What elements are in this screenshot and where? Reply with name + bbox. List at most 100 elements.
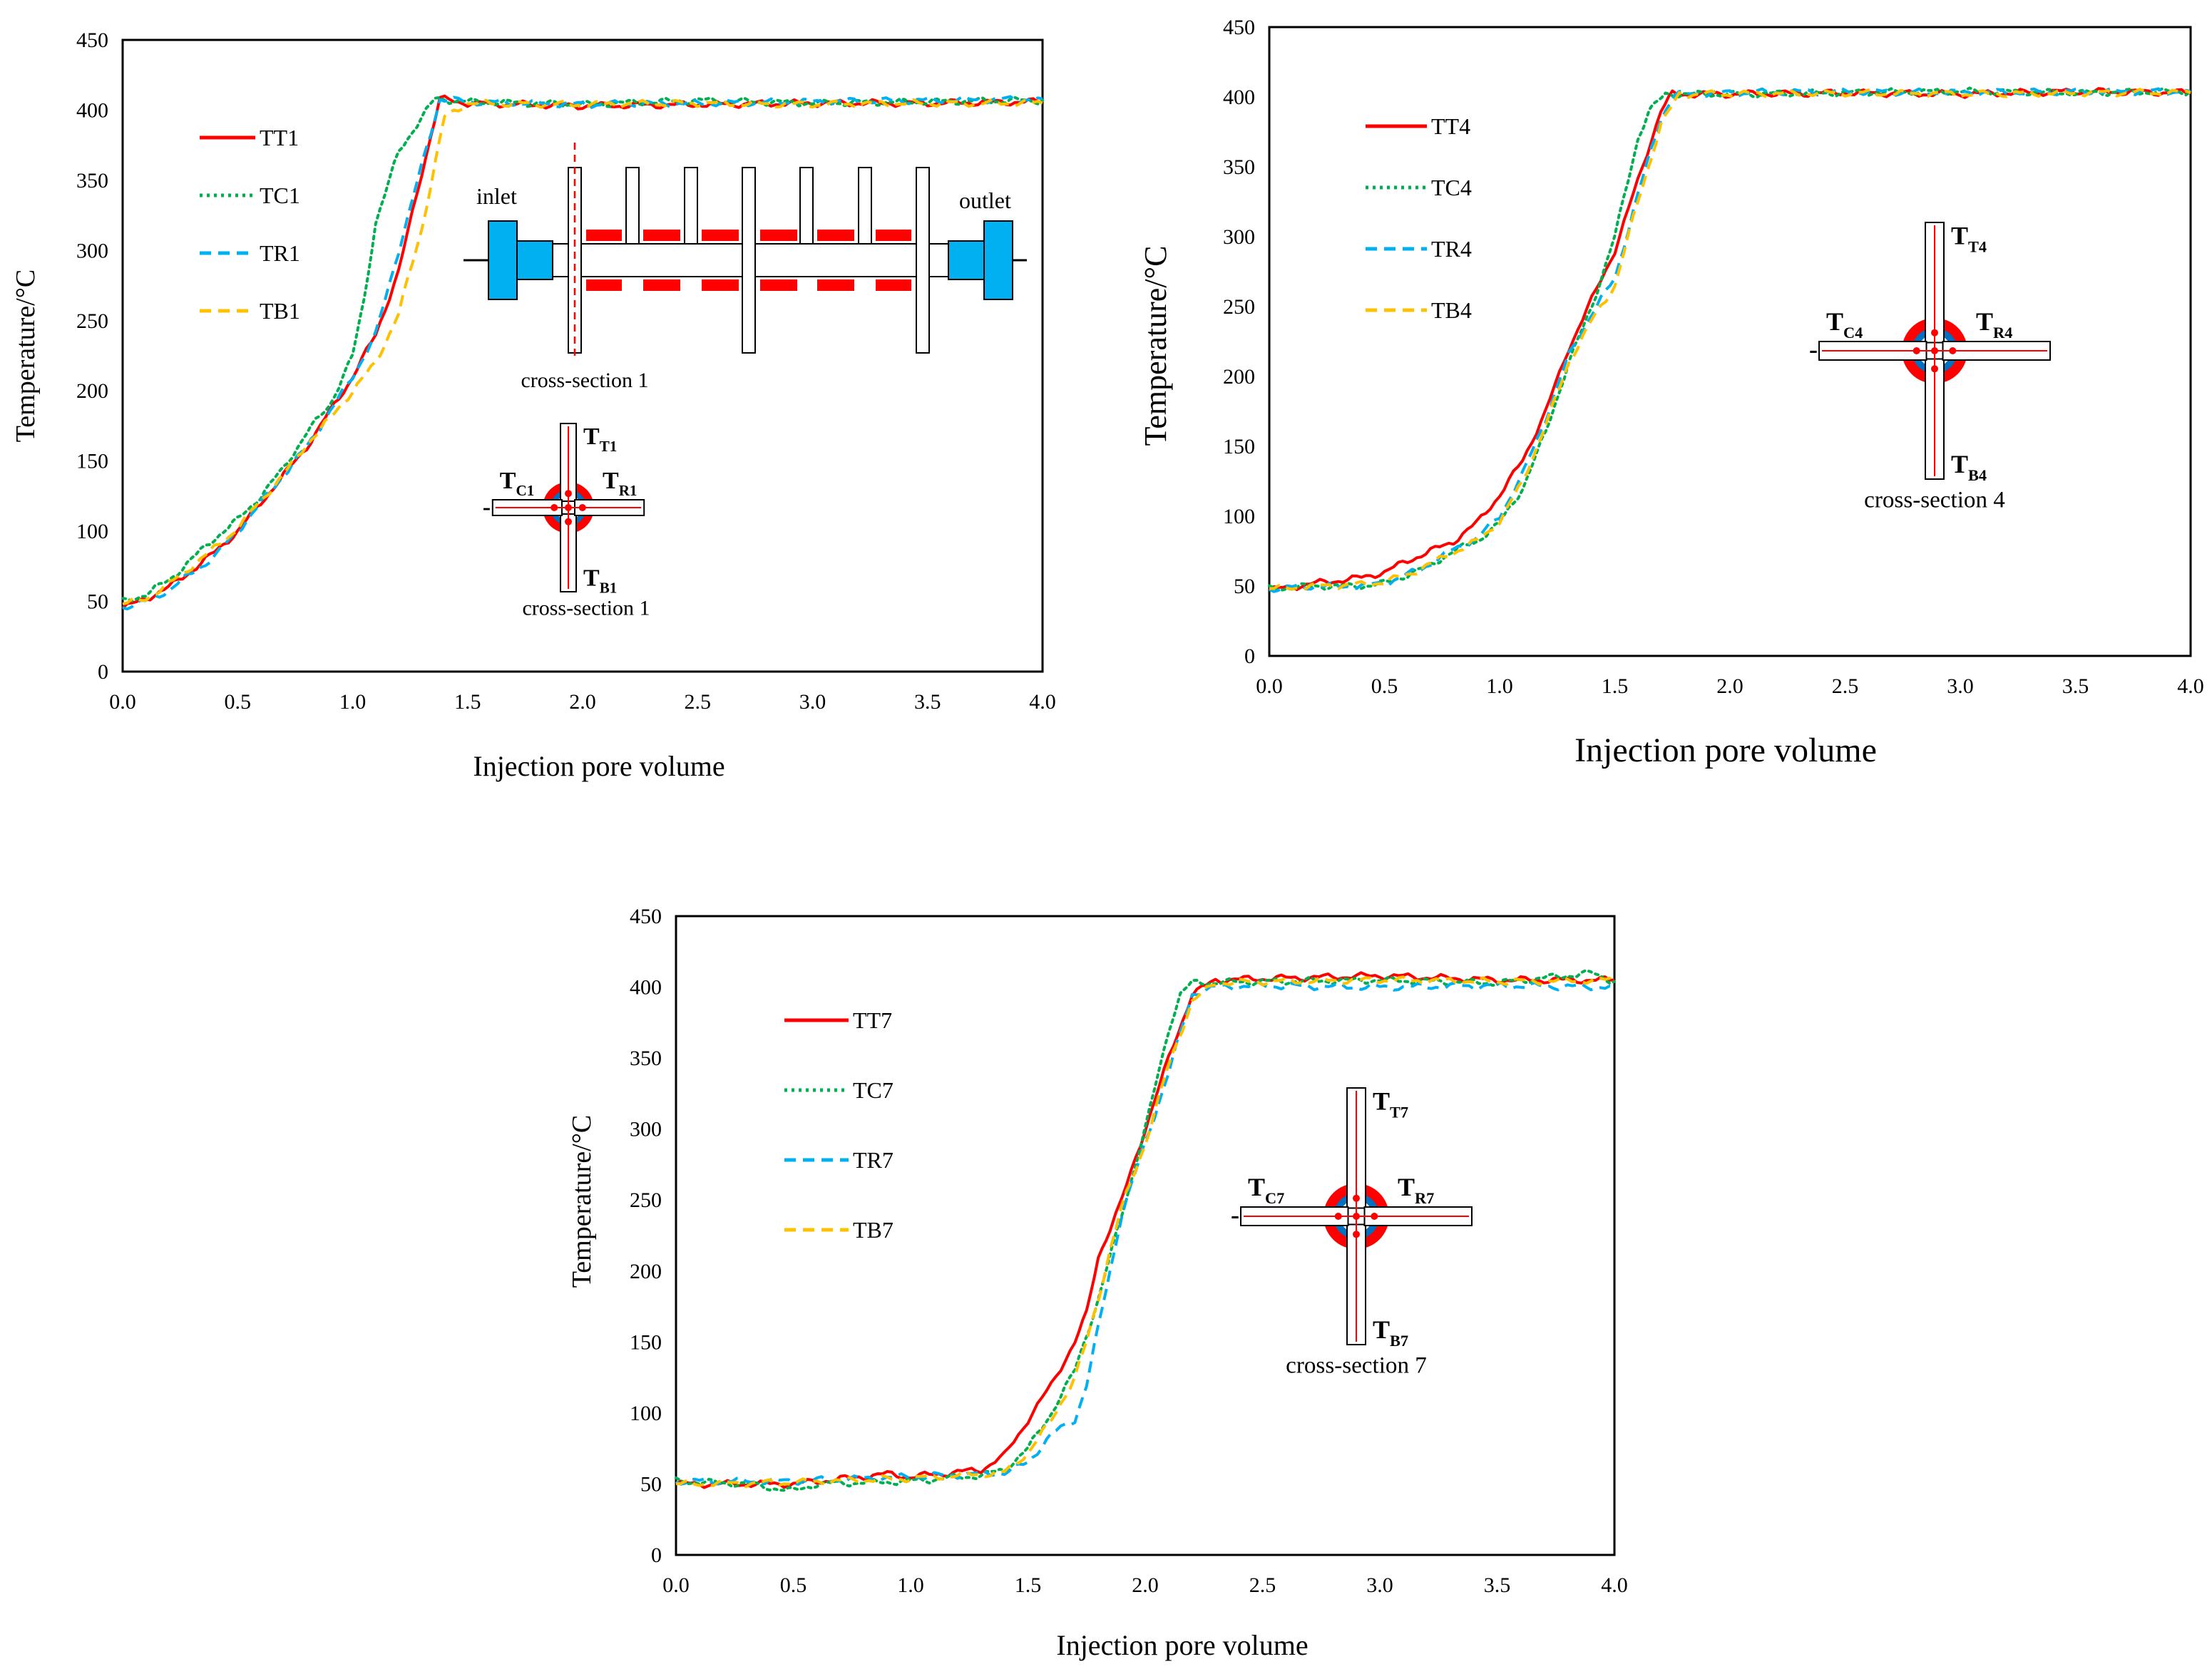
y-tick-label: 150: [630, 1330, 662, 1354]
chart-cross-section-1: 0 50 100 150 200 250 300 350 400 450 0.0 0.5 1.0 1.5…: [11, 29, 1056, 782]
x-tick-label: 0.5: [225, 690, 252, 714]
legend: TT7 TC7 TR7 TB7: [784, 1007, 893, 1243]
measuring-point: [1949, 347, 1957, 354]
y-tick-label: 350: [76, 169, 108, 192]
y-tick-label: 50: [1234, 575, 1255, 598]
x-tick-label: 1.5: [1015, 1573, 1042, 1597]
series-line-TT1: [121, 94, 1043, 610]
measuring-point: [1931, 347, 1938, 354]
x-tick-label: 4.0: [1601, 1573, 1628, 1597]
x-tick-label: 0.0: [1256, 674, 1283, 698]
y-tick-label: 150: [1223, 435, 1255, 458]
y-tick-label: 50: [640, 1472, 662, 1496]
y-tick-label: 100: [1223, 505, 1255, 528]
y-tick-label: 450: [630, 905, 662, 928]
label-right: TR7: [1398, 1173, 1434, 1207]
x-tick-label: 2.0: [1716, 674, 1744, 698]
series-group: [675, 968, 1616, 1492]
x-axis-label: Injection pore volume: [473, 750, 724, 782]
y-tick-label: 300: [76, 239, 108, 262]
chart-cross-section-4: 0 50 100 150 200 250 300 350 400 450 0.0 0.5 1.0 1.5…: [1138, 16, 2204, 769]
plot-frame: [121, 38, 1044, 673]
x-tick-label: 1.5: [1602, 674, 1629, 698]
legend-label: TC4: [1431, 175, 1472, 200]
x-tick-labels: 0.0 0.5 1.0 1.5 2.0 2.5 3.0 3.5 4.0: [1256, 674, 2204, 698]
series-line-TR1: [122, 95, 1043, 611]
x-tick-label: 0.0: [109, 690, 136, 714]
y-tick-label: 400: [630, 976, 662, 1000]
y-tick-labels: 0 50 100 150 200 250 300 350 400 450: [630, 905, 662, 1567]
x-tick-label: 2.5: [1249, 1573, 1276, 1597]
legend-label: TC1: [260, 183, 300, 208]
x-tick-label: 3.5: [1484, 1573, 1511, 1597]
x-tick-label: 4.0: [1029, 690, 1056, 714]
y-tick-label: 50: [87, 590, 108, 614]
series-line-TT7: [675, 971, 1615, 1489]
series-line-TB1: [122, 98, 1043, 606]
measuring-point: [1913, 347, 1920, 354]
legend-label: TR7: [853, 1147, 893, 1173]
label-left: TC7: [1248, 1173, 1284, 1207]
legend: TT1 TC1 TR1 TB1: [200, 125, 300, 324]
cross-section-caption: cross-section 4: [1864, 487, 2005, 513]
reactor-schematic: inlet outlet cross-section 1: [464, 143, 1027, 392]
legend-label: TB7: [853, 1217, 893, 1243]
minus-sign: -: [1809, 335, 1818, 364]
x-axis-label: Injection pore volume: [1574, 731, 1877, 769]
x-tick-label: 3.5: [2062, 674, 2089, 698]
y-tick-label: 250: [76, 309, 108, 333]
y-tick-label: 450: [1223, 16, 1255, 39]
y-axis-label: Temperature/°C: [1138, 246, 1173, 446]
cross-section-diagram: TT4 TC4 TR4 TB4 - cross-section 4: [1809, 222, 2051, 513]
series-line-TR4: [1269, 86, 2191, 593]
x-tick-label: 3.0: [1366, 1573, 1393, 1597]
series-group: [121, 94, 1044, 611]
y-tick-label: 300: [630, 1118, 662, 1141]
series-line-TB4: [1269, 88, 2191, 591]
y-tick-label: 100: [76, 520, 108, 543]
y-tick-label: 0: [98, 660, 108, 684]
series-line-TC4: [1268, 86, 2192, 592]
y-tick-label: 150: [76, 450, 108, 473]
x-tick-label: 1.0: [897, 1573, 924, 1597]
y-tick-labels: 0 50 100 150 200 250 300 350 400 450: [1223, 16, 1255, 668]
legend-label: TB4: [1431, 297, 1472, 323]
y-tick-labels: 0 50 100 150 200 250 300 350 400 450: [76, 29, 108, 684]
measuring-point: [1371, 1213, 1378, 1220]
measuring-point: [1353, 1194, 1360, 1202]
cross-section-diagram: TT1 TC1 TR1 TB1 - cross-section 1: [483, 423, 650, 620]
y-tick-label: 0: [1244, 645, 1255, 668]
y-axis-label: Temperature/°C: [567, 1115, 597, 1288]
legend-label: TC7: [853, 1077, 893, 1103]
x-tick-label: 0.5: [780, 1573, 807, 1597]
x-tick-labels: 0.0 0.5 1.0 1.5 2.0 2.5 3.0 3.5 4.0: [109, 690, 1056, 714]
series-line-TR7: [675, 980, 1615, 1486]
x-tick-label: 3.5: [914, 690, 941, 714]
legend-label: TR1: [260, 240, 300, 266]
label-top: TT1: [583, 423, 617, 455]
measuring-point: [551, 504, 558, 511]
y-tick-label: 200: [630, 1260, 662, 1283]
series-line-TB7: [675, 975, 1615, 1489]
cross-section-caption: cross-section 1: [522, 596, 650, 620]
measuring-point: [1353, 1213, 1360, 1220]
schematic-section-label: cross-section 1: [521, 369, 648, 392]
x-tick-labels: 0.0 0.5 1.0 1.5 2.0 2.5 3.0 3.5 4.0: [662, 1573, 1628, 1597]
x-tick-label: 0.0: [662, 1573, 690, 1597]
y-tick-label: 200: [76, 379, 108, 403]
x-tick-label: 3.0: [799, 690, 826, 714]
x-tick-label: 4.0: [2177, 674, 2204, 698]
y-tick-label: 100: [630, 1402, 662, 1425]
y-tick-label: 350: [630, 1047, 662, 1070]
label-bottom: TB4: [1951, 450, 1987, 484]
inlet-label: inlet: [476, 183, 517, 209]
x-tick-label: 1.0: [339, 690, 367, 714]
label-left: TC4: [1826, 307, 1863, 341]
label-bottom: TB7: [1373, 1315, 1408, 1350]
plot-frame: [675, 915, 1616, 1556]
legend-label: TB1: [260, 298, 300, 324]
plot-frame: [1268, 26, 2192, 657]
label-left: TC1: [500, 468, 534, 499]
label-right: TR1: [603, 468, 637, 499]
series-line-TC7: [675, 968, 1616, 1492]
